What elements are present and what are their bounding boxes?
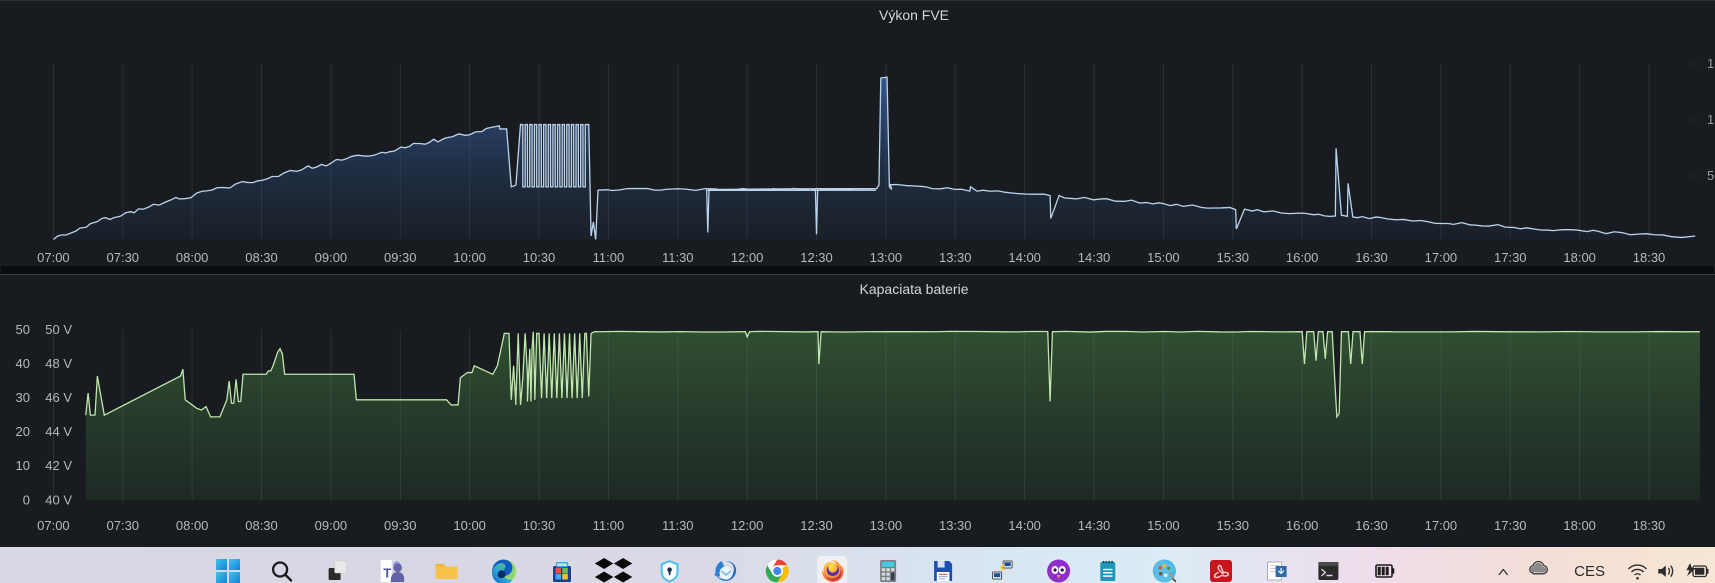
svg-text:07:30: 07:30	[107, 518, 140, 533]
svg-text:11:00: 11:00	[593, 518, 625, 533]
svg-text:17:30: 17:30	[1494, 518, 1527, 533]
svg-text:20: 20	[16, 424, 30, 439]
svg-text:48 V: 48 V	[45, 356, 72, 371]
svg-text:15:00: 15:00	[1147, 518, 1180, 533]
svg-text:09:00: 09:00	[315, 518, 348, 533]
svg-text:42 V: 42 V	[45, 458, 72, 473]
svg-text:30: 30	[16, 390, 30, 405]
svg-text:18:30: 18:30	[1633, 518, 1666, 533]
svg-text:10:30: 10:30	[523, 518, 556, 533]
svg-text:10:00: 10:00	[453, 518, 486, 533]
svg-text:10: 10	[16, 458, 30, 473]
svg-text:11:30: 11:30	[662, 518, 694, 533]
svg-text:14:30: 14:30	[1078, 518, 1111, 533]
svg-text:12:30: 12:30	[800, 518, 833, 533]
svg-text:18:00: 18:00	[1563, 518, 1596, 533]
svg-text:40: 40	[16, 356, 30, 371]
svg-text:40 V: 40 V	[45, 492, 72, 507]
svg-text:12:00: 12:00	[731, 518, 764, 533]
svg-text:46 V: 46 V	[45, 390, 72, 405]
svg-text:13:30: 13:30	[939, 518, 972, 533]
svg-text:16:30: 16:30	[1355, 518, 1388, 533]
svg-text:50: 50	[16, 322, 30, 337]
svg-text:16:00: 16:00	[1286, 518, 1319, 533]
svg-text:17:00: 17:00	[1425, 518, 1458, 533]
svg-text:15:30: 15:30	[1217, 518, 1250, 533]
svg-text:07:00: 07:00	[37, 518, 70, 533]
svg-text:09:30: 09:30	[384, 518, 417, 533]
svg-text:50 V: 50 V	[45, 322, 72, 337]
svg-text:08:30: 08:30	[245, 518, 278, 533]
svg-text:44 V: 44 V	[45, 424, 72, 439]
svg-text:08:00: 08:00	[176, 518, 209, 533]
svg-text:14:00: 14:00	[1008, 518, 1041, 533]
svg-text:0: 0	[23, 492, 30, 507]
svg-text:13:00: 13:00	[870, 518, 903, 533]
